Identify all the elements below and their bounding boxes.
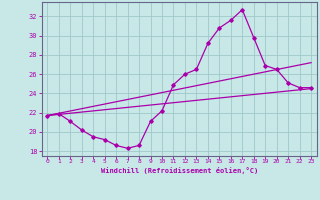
X-axis label: Windchill (Refroidissement éolien,°C): Windchill (Refroidissement éolien,°C) — [100, 167, 258, 174]
